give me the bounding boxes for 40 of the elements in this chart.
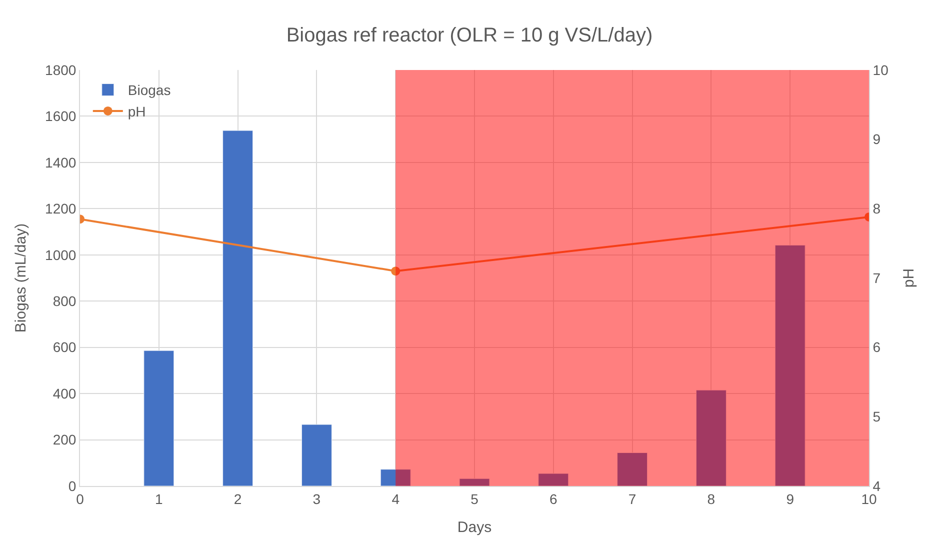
x-tick-label: 6 xyxy=(550,490,558,507)
y-tick-label: 200 xyxy=(52,432,76,448)
y-tick-label: 1200 xyxy=(45,200,76,217)
y-tick-label: 1400 xyxy=(45,154,76,170)
x-tick-label: 9 xyxy=(786,490,794,507)
x-tick-label: 1 xyxy=(155,490,163,507)
y2-tick-label: 7 xyxy=(872,270,881,286)
y-tick-label: 1800 xyxy=(45,62,76,78)
y-tick-label: 600 xyxy=(52,339,76,356)
bar xyxy=(301,424,332,486)
bar xyxy=(538,473,569,486)
y2-tick-label: 10 xyxy=(872,62,889,78)
legend-label: pH xyxy=(128,103,146,120)
x-tick-label: 8 xyxy=(707,490,716,507)
x-tick-label: 2 xyxy=(234,490,242,507)
bar xyxy=(617,452,648,486)
y2-axis-title: pH xyxy=(900,268,918,288)
x-tick-label: 4 xyxy=(392,490,400,507)
y-tick-label: 800 xyxy=(52,293,76,310)
y-axis-title: Biogas (mL/day) xyxy=(12,223,30,333)
legend-label: Biogas xyxy=(128,82,171,98)
y-tick-label: 0 xyxy=(68,478,76,494)
bar xyxy=(459,478,490,486)
bar xyxy=(696,390,726,486)
x-tick-label: 7 xyxy=(628,490,636,507)
bar xyxy=(774,244,806,486)
y2-tick-label: 5 xyxy=(872,408,881,425)
y2-tick-label: 9 xyxy=(872,131,881,148)
bar xyxy=(380,469,411,486)
x-tick-label: 3 xyxy=(312,490,321,507)
bar xyxy=(144,350,174,486)
x-axis-title: Days xyxy=(457,518,492,536)
y-tick-label: 400 xyxy=(52,385,76,402)
y2-tick-label: 6 xyxy=(872,339,881,356)
chart-title: Biogas ref reactor (OLR = 10 g VS/L/day) xyxy=(286,24,653,46)
y-tick-label: 1000 xyxy=(45,246,76,263)
y-tick-label: 1600 xyxy=(45,108,76,124)
y2-tick-label: 8 xyxy=(872,200,881,217)
x-tick-label: 5 xyxy=(470,490,479,507)
bar xyxy=(222,130,254,486)
